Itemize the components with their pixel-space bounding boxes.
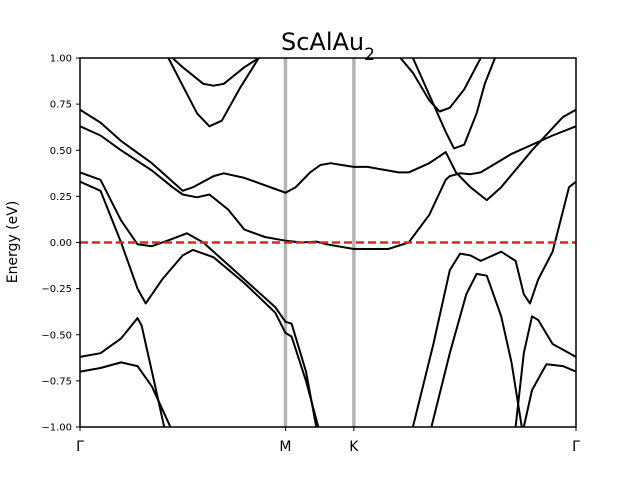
band-line-5 [80,317,166,427]
band-line-3 [80,171,318,427]
x-tick-label: K [349,439,359,455]
y-tick-label: 1.00 [50,54,72,65]
band-line-10 [411,58,496,150]
chart-title-main: ScAlAu [281,28,364,56]
band-line-1 [80,108,576,202]
y-axis-label: Energy (eV) [5,201,21,284]
band-line-9 [399,58,482,113]
band-line-11 [411,180,576,427]
x-tick-label: M [279,439,291,455]
band-line-4 [80,180,320,427]
y-tick-label: 0.75 [50,100,72,111]
chart-title-subscript: 2 [364,45,375,65]
band-line-7 [171,58,260,87]
x-tick-label: Γ [572,439,580,455]
band-line-2 [80,125,576,250]
y-tick-label: −0.50 [41,330,72,341]
y-tick-label: 0.50 [50,146,72,157]
band-line-13 [514,315,576,427]
band-line-12 [430,272,523,427]
y-axis-ticks: −1.00 −0.75 −0.50 −0.25 0.00 0.25 0.50 0.75 1.00 [41,54,80,434]
y-tick-label: 0.25 [50,192,72,203]
band-line-14 [522,363,576,427]
y-tick-label: −0.75 [41,376,72,387]
y-tick-label: −0.25 [41,284,72,295]
y-tick-label: 0.00 [50,238,72,249]
chart-title: ScAlAu2 [281,28,375,65]
band-line-6 [80,361,172,427]
x-tick-label: Γ [76,439,84,455]
band-line-8 [167,58,260,128]
y-tick-label: −1.00 [41,423,72,434]
